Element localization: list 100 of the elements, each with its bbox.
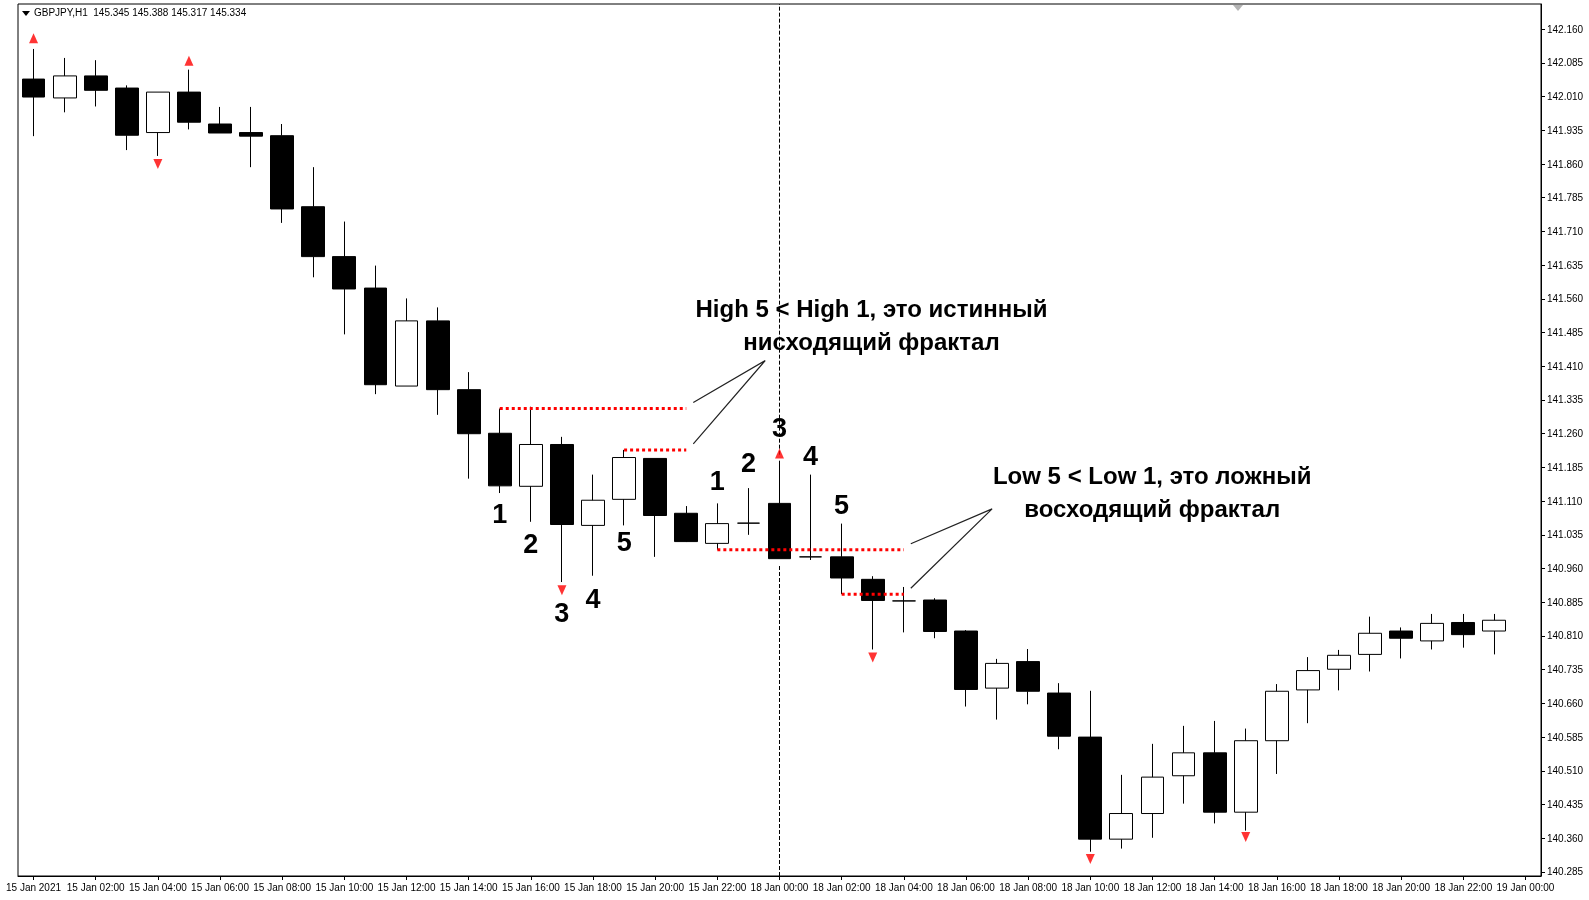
y-tick-label: 142.010 (1547, 91, 1584, 103)
x-tick-label: 18 Jan 08:00 (999, 881, 1058, 893)
candlestick (643, 457, 667, 558)
point (1085, 853, 1095, 864)
y-tick-label: 140.885 (1547, 596, 1584, 608)
y-tick-label: 140.960 (1547, 563, 1584, 575)
y-tick-label: 140.510 (1547, 765, 1584, 777)
y-tick-label: 141.560 (1547, 293, 1584, 305)
x-tick-label: 18 Jan 06:00 (937, 881, 996, 893)
candlestick (395, 297, 418, 387)
y-tick-label: 141.785 (1547, 192, 1584, 204)
candlestick (177, 69, 201, 130)
x-tick-label: 18 Jan 22:00 (1434, 881, 1493, 893)
candlestick (581, 474, 605, 577)
candlestick (550, 436, 574, 583)
y-tick-label: 141.185 (1547, 461, 1584, 473)
point (153, 159, 163, 170)
x-tick-label: 18 Jan 10:00 (1061, 881, 1120, 893)
candlestick (1078, 690, 1102, 853)
candlestick (53, 57, 77, 113)
candlestick (1047, 682, 1071, 750)
annotation: 3 (771, 412, 788, 443)
annotation: Low 5 < Low 1, это ложный восходящий фрактал (991, 461, 1313, 525)
candlestick (1141, 743, 1164, 839)
annotation: 5 (616, 526, 632, 557)
candlestick (830, 523, 854, 595)
x-tick-label: 18 Jan 04:00 (874, 881, 934, 893)
candlestick (923, 597, 947, 639)
candlestick (1203, 720, 1227, 824)
point (1241, 831, 1251, 842)
x-tick-label: 18 Jan 20:00 (1372, 881, 1431, 893)
y-tick-label: 141.485 (1547, 327, 1584, 339)
x-tick-label: 18 Jan 12:00 (1123, 881, 1182, 893)
x-tick-label: 15 Jan 12:00 (377, 881, 436, 893)
candlestick (270, 123, 294, 224)
candlestick (799, 474, 822, 561)
x-tick-label: 15 Jan 06:00 (191, 881, 250, 893)
candlestick (705, 502, 729, 551)
x-tick-label: 15 Jan 2021 (6, 881, 62, 893)
y-tick-label: 141.335 (1547, 394, 1584, 406)
y-tick-label: 142.160 (1547, 23, 1584, 35)
y-tick-label: 140.285 (1547, 866, 1584, 878)
x-tick-label: 15 Jan 20:00 (626, 881, 685, 893)
y-tick-label: 141.635 (1547, 259, 1584, 271)
candlestick (208, 106, 232, 134)
x-tick-label: 15 Jan 22:00 (688, 881, 747, 893)
y-tick-label: 142.085 (1547, 57, 1584, 69)
y-tick-label: 141.410 (1547, 360, 1584, 372)
annotation: 3 (554, 597, 570, 628)
candlestick (1482, 613, 1506, 655)
candlestick (861, 575, 885, 650)
y-tick-label: 140.360 (1547, 832, 1584, 844)
candlestick (1358, 616, 1382, 672)
candlestick (954, 629, 978, 708)
annotation: High 5 < High 1, это истинный нисходящий фрактал (694, 293, 1049, 357)
x-tick-label: 19 Jan 00:00 (1496, 881, 1555, 893)
candlestick (426, 306, 450, 416)
candlestick (84, 59, 108, 107)
x-tick-label: 18 Jan 18:00 (1310, 881, 1369, 893)
candlestick (488, 408, 512, 494)
candlestick (1265, 683, 1289, 775)
x-tick-label: 18 Jan 00:00 (750, 881, 809, 893)
candlestick (1327, 649, 1351, 691)
candlestick (1109, 774, 1133, 850)
y-tick-label: 140.660 (1547, 697, 1584, 709)
y-tick-label: 141.935 (1547, 124, 1584, 136)
x-tick-label: 18 Jan 02:00 (812, 881, 872, 893)
x-tick-label: 18 Jan 16:00 (1247, 881, 1307, 893)
candlestick (737, 487, 760, 536)
candlestick (115, 84, 139, 151)
candlestick (457, 371, 481, 480)
y-tick-label: 141.110 (1547, 495, 1583, 507)
y-tick-label: 141.035 (1547, 529, 1584, 541)
point (775, 448, 784, 459)
x-tick-label: 15 Jan 02:00 (66, 881, 126, 893)
candlestick (1389, 626, 1413, 659)
candlestick (239, 106, 263, 168)
point (557, 585, 567, 596)
annotation: 2 (523, 528, 539, 559)
candlestick (146, 91, 170, 157)
candlestick (22, 48, 45, 137)
candlestick (985, 658, 1009, 721)
x-tick-label: 15 Jan 04:00 (128, 881, 188, 893)
point (868, 652, 878, 663)
x-tick-label: 15 Jan 14:00 (439, 881, 499, 893)
candlestick (1016, 648, 1040, 705)
chart-title: GBPJPY,H1 145.345 145.388 145.317 145.334 (34, 7, 247, 19)
candlestick (1296, 656, 1320, 724)
x-tick-label: 15 Jan 10:00 (315, 881, 374, 893)
y-tick-label: 141.710 (1547, 225, 1584, 237)
annotation: 4 (803, 440, 819, 471)
candlestick (1234, 728, 1258, 832)
x-tick-label: 18 Jan 14:00 (1185, 881, 1244, 893)
point (29, 33, 39, 44)
candlestick (674, 505, 698, 543)
annotation: 1 (492, 498, 508, 529)
candlestick (1420, 613, 1444, 650)
x-tick-label: 15 Jan 08:00 (253, 881, 312, 893)
y-tick-label: 140.435 (1547, 799, 1584, 811)
candlestick (364, 265, 387, 395)
